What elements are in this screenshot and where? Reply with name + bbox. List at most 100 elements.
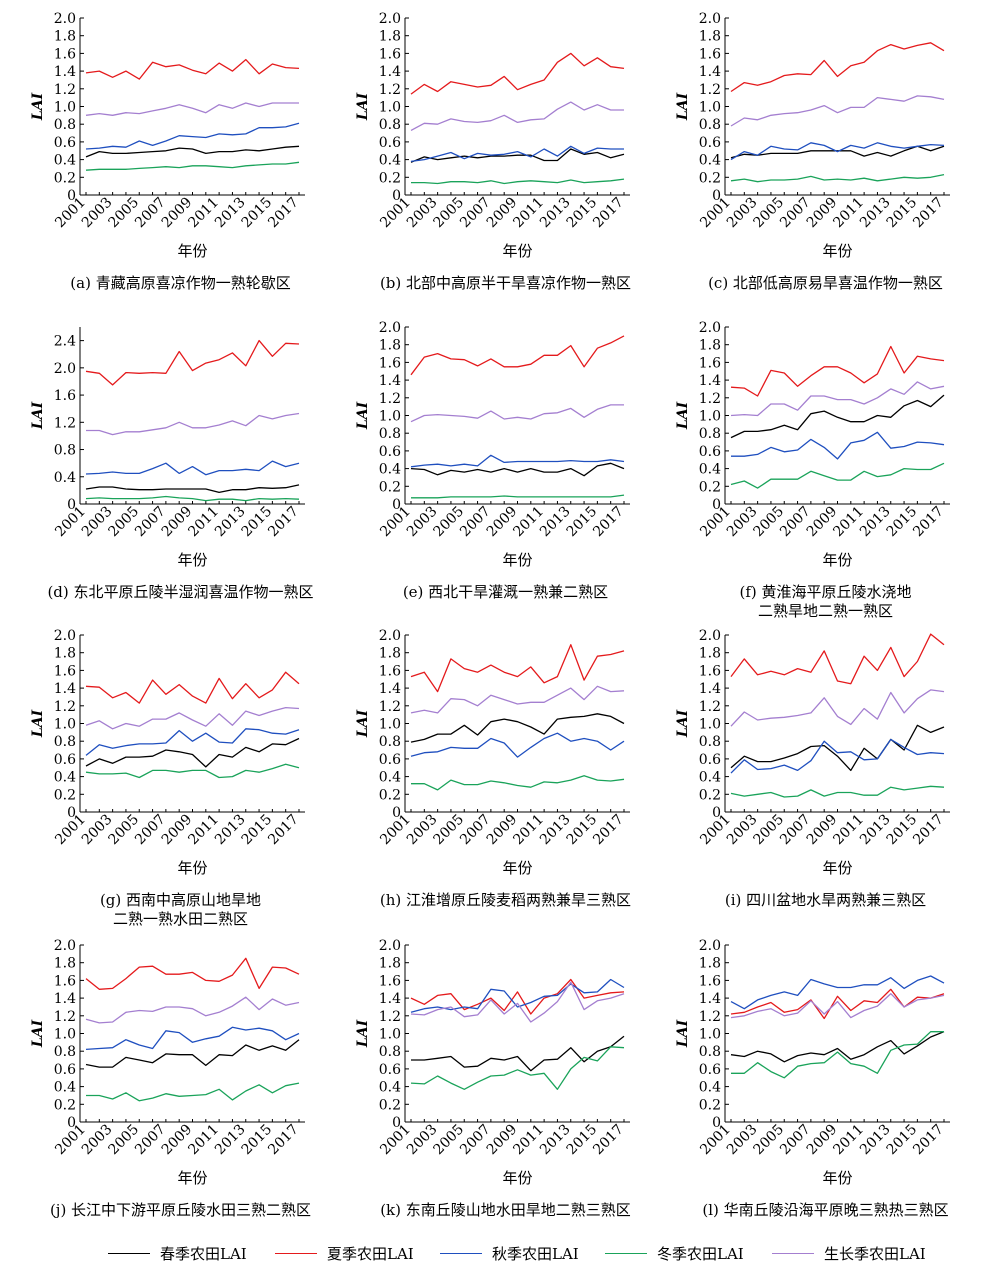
y-tick-label: 0: [712, 805, 721, 821]
y-tick-label: 0.4: [54, 470, 76, 486]
panel-caption: (e) 西北干旱灌溉一熟兼二熟区: [403, 583, 608, 601]
y-tick-label: 0.8: [54, 443, 76, 459]
series-line: [85, 484, 300, 494]
x-tick-label: 2011: [510, 1122, 547, 1159]
series-line: [411, 775, 625, 791]
x-tick-label: 2013: [212, 1122, 249, 1159]
x-tick-label: 2005: [431, 812, 468, 849]
x-tick-label: 2005: [751, 1122, 788, 1159]
x-tick-label: 2011: [510, 812, 547, 849]
y-tick-label: 1.8: [699, 956, 721, 972]
y-tick-label: 0.4: [379, 153, 401, 169]
y-tick-label: 0: [392, 805, 401, 821]
series-line: [85, 706, 300, 730]
y-tick-label: 0: [67, 497, 76, 513]
x-tick-label: 2005: [106, 812, 143, 849]
y-tick-label: 0.4: [54, 153, 76, 169]
x-tick-label: 2017: [265, 1122, 302, 1159]
series-line: [85, 460, 300, 476]
y-tick-label: 2.0: [699, 320, 721, 336]
x-tick-label: 2009: [804, 812, 841, 849]
y-tick-label: 1.6: [54, 46, 76, 62]
series-line: [410, 978, 625, 1015]
y-tick-label: 0: [392, 1115, 401, 1131]
x-axis-label: 年份: [822, 242, 852, 260]
series-line: [86, 1082, 300, 1102]
y-tick-label: 0.2: [699, 170, 721, 186]
y-tick-label: 1.0: [379, 1027, 401, 1043]
legend-swatch: [108, 1252, 150, 1254]
series-line: [730, 173, 945, 183]
x-tick-label: 2011: [185, 812, 222, 849]
x-tick-label: 2003: [404, 504, 441, 541]
series-line: [731, 431, 945, 460]
x-tick-label: 2003: [404, 1122, 441, 1159]
x-tick-label: 2017: [590, 195, 627, 232]
y-tick-label: 0.2: [379, 1097, 401, 1113]
series-line: [730, 345, 945, 397]
x-tick-label: 2003: [724, 812, 761, 849]
x-tick-label: 2013: [857, 195, 894, 232]
chart-panel: 00.20.40.60.81.01.21.41.61.82.0200120032…: [675, 11, 950, 292]
y-tick-label: 0.2: [699, 479, 721, 495]
legend-swatch: [440, 1252, 482, 1254]
x-tick-label: 2005: [751, 812, 788, 849]
y-tick-label: 1.2: [54, 699, 76, 715]
chart-panel: 00.20.40.60.81.01.21.41.61.82.0200120032…: [675, 320, 950, 620]
x-tick-label: 2007: [132, 812, 169, 849]
x-tick-label: 2003: [79, 1122, 116, 1159]
y-tick-label: 1.2: [379, 1009, 401, 1025]
x-tick-label: 2007: [457, 812, 494, 849]
x-tick-label: 2013: [537, 812, 574, 849]
y-tick-label: 1.6: [699, 355, 721, 371]
y-axis-label: LAI: [355, 1019, 371, 1048]
chart-panel: 00.20.40.60.81.01.21.41.61.82.0200120032…: [675, 628, 950, 909]
x-tick-label: 2015: [884, 195, 921, 232]
x-tick-label: 2017: [265, 195, 302, 232]
legend-label: 夏季农田LAI: [327, 1244, 414, 1263]
series-line: [85, 122, 300, 150]
x-tick-label: 2011: [185, 1122, 222, 1159]
y-tick-label: 1.6: [379, 46, 401, 62]
y-tick-label: 1.4: [54, 64, 76, 80]
x-tick-label: 2013: [212, 812, 249, 849]
y-tick-label: 1.0: [699, 100, 721, 116]
y-tick-label: 0.2: [699, 1097, 721, 1113]
panel-caption: (b) 北部中高原半干旱喜凉作物一熟区: [380, 274, 631, 292]
series-line: [410, 981, 625, 1023]
y-tick-label: 1.2: [699, 82, 721, 98]
series-line: [410, 148, 625, 163]
y-tick-label: 1.4: [379, 681, 401, 697]
y-tick-label: 1.2: [379, 699, 401, 715]
series-line: [410, 404, 624, 423]
x-tick-label: 2007: [777, 195, 814, 232]
y-tick-label: 2.4: [54, 334, 76, 350]
y-tick-label: 0.8: [699, 117, 721, 133]
legend-item: 冬季农田LAI: [605, 1241, 744, 1265]
y-tick-label: 0.4: [699, 153, 721, 169]
x-tick-label: 2009: [159, 1122, 196, 1159]
legend-item: 秋季农田LAI: [440, 1241, 579, 1265]
y-tick-label: 1.8: [54, 29, 76, 45]
y-tick-label: 1.0: [379, 100, 401, 116]
y-tick-label: 1.0: [54, 100, 76, 116]
y-axis-label: LAI: [675, 401, 691, 430]
panel-caption: (d) 东北平原丘陵半湿润喜温作物一熟区: [47, 583, 313, 601]
x-tick-label: 2007: [457, 504, 494, 541]
series-line: [85, 957, 300, 990]
x-tick-label: 2003: [79, 812, 116, 849]
x-tick-label: 2013: [212, 504, 249, 541]
x-axis-label: 年份: [177, 1169, 207, 1187]
y-tick-label: 0.8: [379, 1044, 401, 1060]
x-axis-label: 年份: [177, 551, 207, 569]
series-line: [730, 394, 945, 439]
y-tick-label: 1.0: [699, 717, 721, 733]
x-tick-label: 2015: [564, 812, 601, 849]
series-line: [410, 462, 625, 477]
y-tick-label: 0.8: [699, 734, 721, 750]
chart-panel: 00.20.40.60.81.01.21.41.61.82.0200120032…: [30, 938, 311, 1219]
legend: 春季农田LAI 夏季农田LAI 秋季农田LAI 冬季农田LAI 生长季农田LAI: [0, 1235, 1000, 1271]
series-line: [730, 142, 945, 161]
x-tick-label: 2003: [404, 812, 441, 849]
y-tick-label: 2.0: [379, 11, 401, 27]
